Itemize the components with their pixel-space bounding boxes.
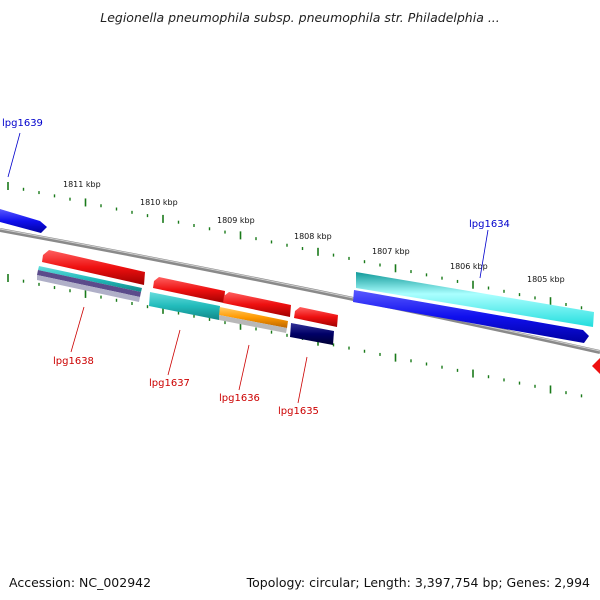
label-lpg1638[interactable]: lpg1638 (53, 356, 94, 367)
gene-lpg1637-cds[interactable] (153, 277, 225, 303)
map-title: Legionella pneumophila subsp. pneumophil… (100, 10, 500, 25)
gene-lpg1636-feature-grey (219, 315, 287, 333)
gene-lpg1636-cds[interactable] (223, 292, 291, 317)
gene-lpg1637-feature-teal (149, 292, 220, 320)
gene-lpg1635-feature-navy (290, 323, 334, 345)
gene-downstream-cds[interactable] (592, 358, 600, 374)
scale-label-1806: 1806 kbp (450, 262, 488, 271)
gene-lpg1639[interactable] (0, 209, 47, 233)
gene-lpg1634-cds[interactable] (353, 290, 589, 343)
scale-label-1809: 1809 kbp (217, 216, 255, 225)
genome-backbone (0, 228, 600, 354)
label-lpg1635[interactable]: lpg1635 (278, 406, 319, 417)
gene-lpg1636-feature-orange (219, 307, 288, 328)
leader-lpg1634 (479, 229, 489, 279)
leader-lpg1638 (70, 306, 85, 353)
gene-lpg1638-cds[interactable] (42, 250, 145, 285)
leader-lpg1635 (297, 356, 308, 404)
genome-backbone-highlight (0, 228, 600, 352)
label-lpg1639[interactable]: lpg1639 (2, 118, 43, 129)
scale-label-1808: 1808 kbp (294, 232, 332, 241)
scale-label-1810: 1810 kbp (140, 198, 178, 207)
leader-lpg1637 (167, 329, 181, 376)
label-lpg1637[interactable]: lpg1637 (149, 378, 190, 389)
leader-lpg1636 (238, 344, 250, 391)
gene-lpg1638-feature-teal (38, 266, 142, 292)
scale-label-1807: 1807 kbp (372, 247, 410, 256)
accession-text: Accession: NC_002942 (9, 575, 152, 590)
scale-ticks-upper (7, 182, 583, 310)
label-lpg1634[interactable]: lpg1634 (469, 219, 510, 230)
scale-label-1811: 1811 kbp (63, 180, 101, 189)
gene-lpg1638-feature-purple (37, 270, 141, 297)
genome-summary-text: Topology: circular; Length: 3,397,754 bp… (246, 575, 590, 590)
gene-lpg1638-feature-grey (37, 275, 140, 302)
gene-lpg1635-cds[interactable] (294, 307, 338, 327)
label-lpg1636[interactable]: lpg1636 (219, 393, 260, 404)
scale-label-1805: 1805 kbp (527, 275, 565, 284)
gene-lpg1634-feature-cyan (356, 272, 594, 327)
scale-ticks-lower (7, 274, 583, 398)
leader-lpg1639 (7, 132, 21, 178)
